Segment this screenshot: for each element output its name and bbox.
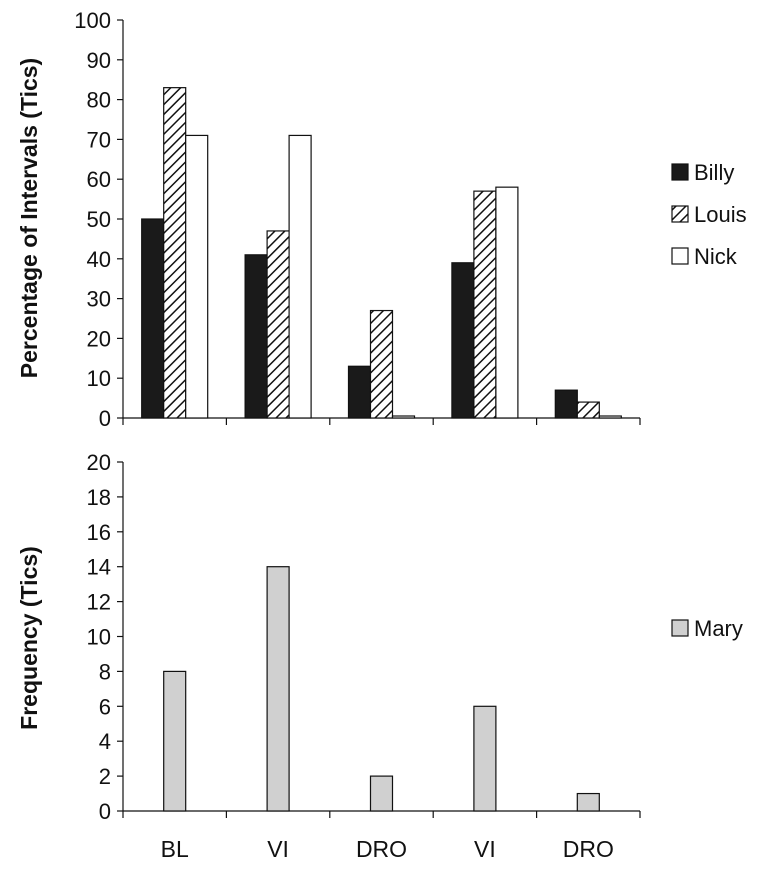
- bar-nick: [495, 186, 519, 419]
- y-tick-label: 12: [87, 590, 111, 615]
- bar-billy: [554, 389, 578, 419]
- y-tick-label: 8: [99, 659, 111, 684]
- legend-swatch-mary: [671, 619, 689, 637]
- legend-label-billy: Billy: [694, 160, 734, 185]
- bar-billy: [347, 365, 372, 419]
- bar-louis: [576, 401, 600, 419]
- x-category-label: DRO: [563, 836, 614, 862]
- bar-louis: [473, 190, 497, 419]
- bar-mary: [266, 566, 290, 812]
- bar-mary: [163, 670, 187, 812]
- bar-louis: [369, 309, 394, 419]
- x-category-label: DRO: [356, 836, 407, 862]
- y-tick-label: 30: [87, 287, 111, 312]
- legend-label-mary: Mary: [694, 616, 743, 641]
- y-tick-label: 0: [99, 406, 111, 431]
- y-tick-label: 0: [99, 799, 111, 824]
- legend-label-louis: Louis: [694, 202, 747, 227]
- bar-louis: [163, 87, 187, 419]
- bar-mary: [473, 705, 497, 812]
- y-tick-label: 60: [87, 167, 111, 192]
- x-category-label: VI: [267, 836, 289, 862]
- y-tick-label: 16: [87, 520, 111, 545]
- bar-nick: [598, 415, 622, 419]
- y-tick-label: 80: [87, 88, 111, 113]
- y-tick-label: 18: [87, 485, 111, 510]
- bar-louis: [266, 230, 290, 419]
- y-tick-label: 40: [87, 247, 111, 272]
- y-tick-label: 6: [99, 694, 111, 719]
- y-tick-label: 90: [87, 48, 111, 73]
- bar-billy: [451, 262, 475, 419]
- y-tick-label: 100: [74, 8, 111, 33]
- y-tick-label: 2: [99, 764, 111, 789]
- bar-nick: [391, 415, 416, 419]
- legend-swatch-louis: [671, 205, 689, 223]
- bar-mary: [576, 792, 600, 812]
- x-category-label: VI: [474, 836, 496, 862]
- bar-billy: [141, 218, 165, 419]
- bar-nick: [185, 134, 209, 419]
- y-tick-label: 4: [99, 729, 111, 754]
- bottom-chart-y-axis-label: Frequency (Tics): [16, 546, 42, 730]
- bar-billy: [244, 254, 268, 419]
- x-category-label: BL: [161, 836, 189, 862]
- top-chart: 0 10 20 30 40 50 60 70 80 90 100 Billy Louis Nick: [74, 8, 746, 431]
- legend-label-nick: Nick: [694, 244, 738, 269]
- y-tick-label: 50: [87, 207, 111, 232]
- y-tick-label: 10: [87, 366, 111, 391]
- bottom-chart: 0 2 4 6 8 10 12 14 16 18 20 BL VI DRO VI DRO Mary: [87, 450, 743, 862]
- legend-swatch-nick: [671, 247, 689, 265]
- y-tick-label: 20: [87, 450, 111, 475]
- bar-mary: [369, 775, 394, 812]
- bar-nick: [288, 134, 312, 419]
- y-tick-label: 10: [87, 625, 111, 650]
- top-chart-y-axis-label: Percentage of Intervals (Tics): [16, 58, 42, 378]
- y-tick-label: 20: [87, 326, 111, 351]
- y-tick-label: 70: [87, 127, 111, 152]
- legend-swatch-billy: [671, 163, 689, 181]
- y-tick-label: 14: [87, 555, 111, 580]
